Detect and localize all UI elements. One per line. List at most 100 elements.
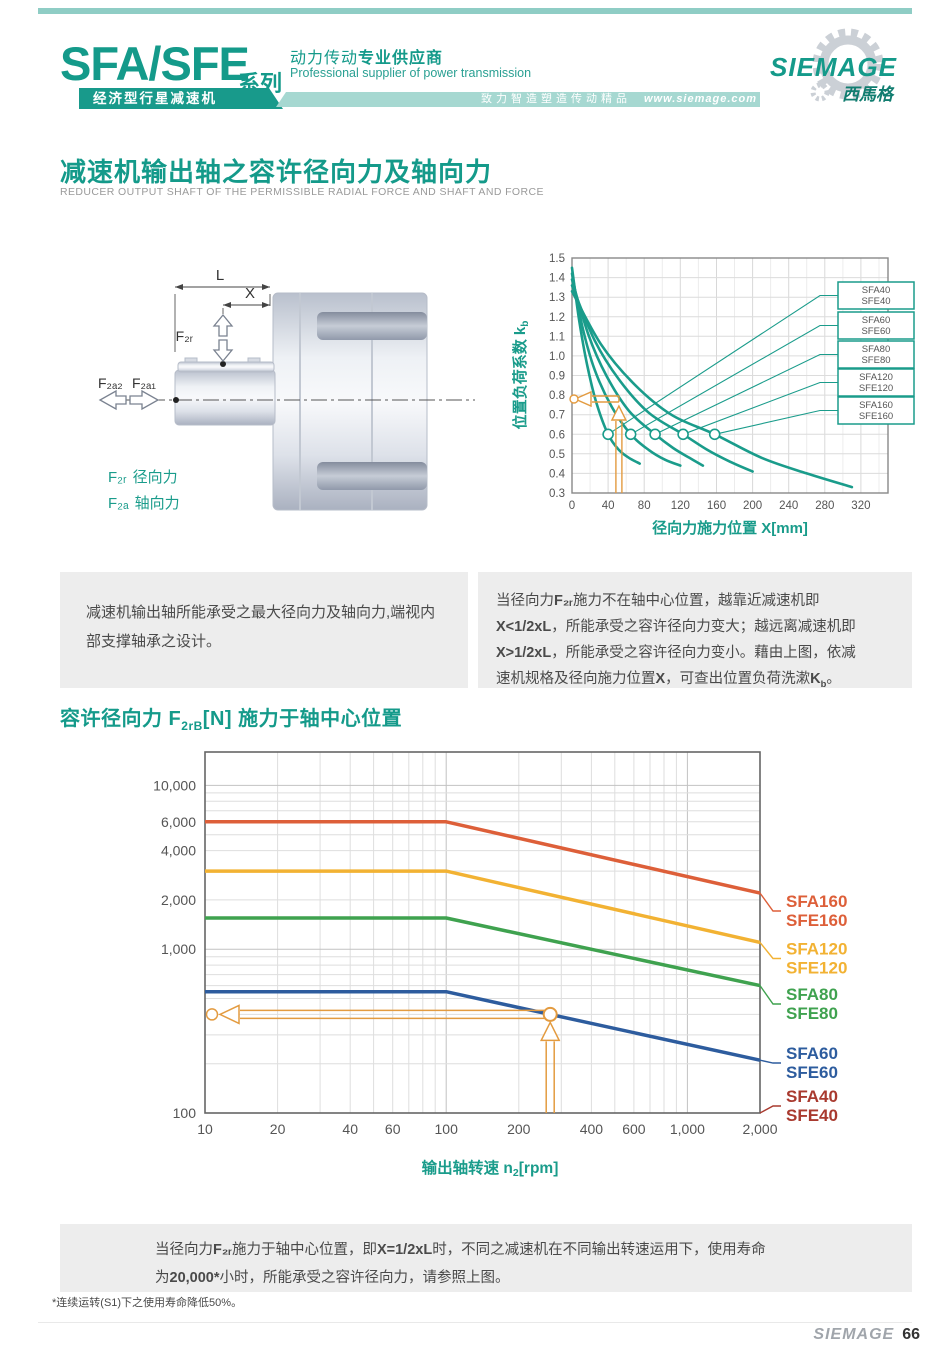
f2r-label: F₂ᵣ	[176, 328, 194, 344]
series-label: SFE60	[786, 1063, 838, 1082]
svg-text:SFA60: SFA60	[862, 315, 891, 326]
svg-text:1,000: 1,000	[161, 941, 196, 957]
svg-text:0.3: 0.3	[549, 488, 565, 500]
svg-text:4,000: 4,000	[161, 843, 196, 859]
svg-text:SFE160: SFE160	[859, 411, 893, 422]
svg-text:600: 600	[622, 1121, 646, 1137]
logo-cn: 西馬格	[842, 85, 893, 104]
series-label: SFA120	[786, 940, 847, 959]
svg-text:0.6: 0.6	[549, 429, 565, 441]
svg-text:1,000: 1,000	[670, 1121, 705, 1137]
f2rb-plot: 100 1,000 2,000 4,000 6,000 10,000 10 20 40 60 100…	[153, 751, 847, 1137]
svg-text:280: 280	[815, 500, 834, 512]
section1-title: 减速机输出轴之容许径向力及轴向力	[60, 157, 493, 187]
banner-band: 致力智造塑造传动精品 www.siemage.com	[276, 92, 760, 107]
brand-logo: SIEMAGE 西馬格	[770, 22, 920, 107]
svg-text:0.9: 0.9	[549, 371, 565, 383]
svg-text:1.3: 1.3	[549, 292, 565, 304]
dim-l-label: L	[216, 267, 224, 284]
svg-text:SFA120: SFA120	[859, 372, 893, 383]
svg-text:SFA40: SFA40	[862, 285, 891, 296]
svg-text:100: 100	[173, 1105, 197, 1121]
note-box-3: 当径向力F₂ᵣ施力于轴中心位置，即X=1/2xL时，不同之减速机在不同输出转速运…	[60, 1224, 912, 1292]
kb-legend-box	[837, 340, 915, 369]
svg-text:0.8: 0.8	[549, 390, 565, 402]
logo-name: SIEMAGE	[770, 52, 897, 82]
svg-text:320: 320	[851, 500, 870, 512]
svg-text:SFE80: SFE80	[861, 355, 890, 366]
position-load-factor-chart: 0.3 0.4 0.5 0.6 0.7 0.8 0.9 1.0 1.1 1.2 1.3 1.4 1.5 0…	[511, 253, 915, 537]
f2rb-line	[205, 916, 761, 988]
svg-text:SFE60: SFE60	[861, 326, 890, 337]
footer: SIEMAGE 66	[760, 1326, 920, 1344]
kb-ylabel: 位置负荷系数 kb	[511, 321, 531, 430]
section1-subtitle: REDUCER OUTPUT SHAFT OF THE PERMISSIBLE …	[60, 186, 544, 198]
diagram-legend-axial: F₂ₐ 轴向力	[108, 495, 180, 512]
svg-text:60: 60	[385, 1121, 401, 1137]
series-label: SFE80	[786, 1004, 838, 1023]
svg-text:240: 240	[779, 500, 798, 512]
svg-text:200: 200	[743, 500, 762, 512]
svg-text:1.4: 1.4	[549, 273, 566, 285]
svg-text:0.7: 0.7	[549, 410, 565, 422]
svg-text:SFE40: SFE40	[861, 296, 890, 307]
f2r-arrow-icon	[212, 313, 234, 363]
diagram-legend-radial: F₂ᵣ 径向力	[108, 469, 178, 486]
gear-logo-icon	[810, 28, 884, 102]
kb-legend-box	[837, 281, 915, 310]
series-title: SFA/SFE	[60, 37, 250, 90]
footer-brand: SIEMAGE	[813, 1326, 895, 1343]
kb-xlabel: 径向力施力位置 X[mm]	[652, 519, 808, 537]
f2rb-line	[205, 989, 761, 1062]
banner-product: 经济型行星减速机	[79, 88, 283, 109]
svg-text:400: 400	[580, 1121, 604, 1137]
footnote: *连续运转(S1)下之使用寿命降低50%。	[52, 1297, 243, 1309]
f2a-arrows-icon	[98, 389, 160, 411]
f2rb-xlabel: 输出轴转速 n2[rpm]	[422, 1158, 559, 1179]
series-label: SFE40	[786, 1106, 838, 1125]
section2-title: 容许径向力 F2rB[N] 施力于轴中心位置	[60, 708, 403, 733]
svg-text:1.5: 1.5	[549, 253, 565, 265]
series-label: SFA160	[786, 892, 847, 911]
note-box-1: 减速机输出轴所能承受之最大径向力及轴向力,端视内 部支撑轴承之设计。	[60, 572, 468, 688]
series-label: SFA80	[786, 985, 838, 1004]
series-label: SFE160	[786, 911, 847, 930]
svg-text:160: 160	[707, 500, 726, 512]
f2rb-annotation	[205, 1004, 561, 1113]
f2a1-label: F₂ₐ₁	[132, 375, 156, 391]
kb-legend-box	[837, 368, 915, 397]
svg-text:100: 100	[435, 1121, 459, 1137]
top-accent-strip	[38, 8, 912, 14]
footer-rule	[38, 1322, 912, 1323]
svg-text:2,000: 2,000	[161, 892, 196, 908]
kb-curve	[570, 290, 854, 489]
kb-curve	[570, 272, 682, 467]
banner-url: www.siemage.com	[644, 93, 758, 105]
svg-text:0.5: 0.5	[549, 449, 565, 461]
svg-text:1.2: 1.2	[549, 312, 565, 324]
banner-slogan: 致力智造塑造传动精品	[481, 93, 631, 105]
kb-plot: 0.3 0.4 0.5 0.6 0.7 0.8 0.9 1.0 1.1 1.2 1.3 1.4 1.5 0…	[549, 253, 915, 512]
dim-x-label: X	[245, 285, 255, 302]
svg-text:20: 20	[270, 1121, 286, 1137]
tagline-zh: 动力传动专业供应商	[290, 50, 444, 67]
svg-text:80: 80	[638, 500, 651, 512]
series-label: SFA40	[786, 1087, 838, 1106]
svg-text:1.0: 1.0	[549, 351, 565, 363]
svg-text:2,000: 2,000	[742, 1121, 777, 1137]
f2rb-line	[205, 869, 761, 945]
kb-curve	[570, 266, 641, 465]
footer-page-number: 66	[902, 1326, 920, 1343]
series-label: SFE120	[786, 959, 847, 978]
note-box-2: 当径向力F₂ᵣ施力不在轴中心位置，越靠近减速机即 X<1/2xL，所能承受之容许径…	[478, 572, 912, 689]
shaft-force-diagram: L X F₂ᵣ F₂ₐ₂ F₂ₐ₁ F₂ᵣ 径向力 F₂ₐ 轴向力	[98, 267, 475, 512]
kb-curve	[570, 284, 754, 473]
svg-text:SFA160: SFA160	[859, 400, 893, 411]
svg-text:40: 40	[602, 500, 615, 512]
series-label: SFA60	[786, 1044, 838, 1063]
svg-text:10: 10	[197, 1121, 213, 1137]
f2rb-line	[205, 820, 761, 895]
kb-annotation	[569, 390, 628, 493]
svg-text:SFA80: SFA80	[862, 344, 891, 355]
